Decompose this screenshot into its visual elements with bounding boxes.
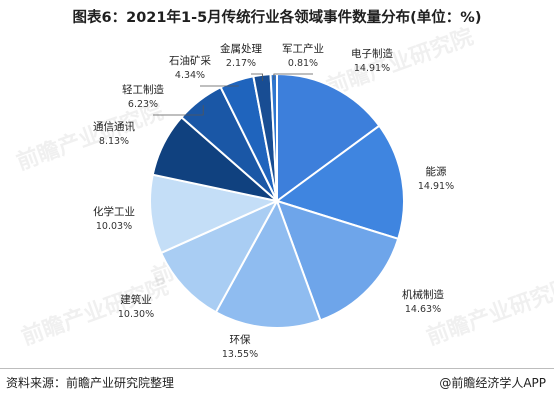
slice-labels: 电子制造 14.91% 能源 14.91% 机械制造 14.63% 环保 13.55% 建筑业 1…	[93, 42, 454, 360]
chart-title: 图表6：2021年1-5月传统行业各领域事件数量分布(单位：%)	[72, 10, 482, 26]
pie-chart: 前瞻产业研究院前瞻产业研究院前瞻产业研究院前瞻产业研究院前瞻产业研究院 电子制造…	[13, 24, 554, 360]
pie-slice-73af4fdd	[214, 198, 322, 329]
footer-divider	[0, 368, 554, 369]
watermark-text-1: 前瞻产业研究院	[323, 24, 477, 101]
slice-value-73af4fdd: 13.55%	[222, 349, 258, 360]
slice-label-80fd6e90: 能源	[426, 165, 447, 178]
slice-value-77f36cb977ff91c7: 4.34%	[175, 70, 205, 81]
slice-label-75355b5052369020: 电子制造	[351, 47, 393, 60]
slice-label-673a68b052369020: 机械制造	[402, 288, 444, 301]
pie-slice-673a68b052369020	[275, 199, 400, 322]
slice-label-77f36cb977ff91c7: 石油矿采	[169, 54, 211, 67]
slice-value-75355b5052369020: 14.91%	[354, 63, 390, 74]
pie-slices	[149, 72, 405, 329]
slice-value-91d15c5e59047406: 2.17%	[226, 58, 256, 69]
leader-line-519b5de54ea74e1a	[273, 73, 313, 80]
slice-label-53165b665de54e1a: 化学工业	[93, 205, 135, 218]
pie-slice-5efa7b514e1a	[159, 198, 280, 314]
slice-label-901a4fe1901a8baf: 通信通讯	[93, 120, 135, 133]
source-note: 资料来源：前瞻产业研究院整理	[6, 376, 175, 390]
leader-line-8f7b5de552369020	[153, 105, 204, 116]
slice-value-673a68b052369020: 14.63%	[405, 304, 441, 315]
slice-label-8f7b5de552369020: 轻工制造	[122, 83, 164, 96]
slice-value-901a4fe1901a8baf: 8.13%	[99, 136, 129, 147]
pie-slice-53165b665de54e1a	[149, 173, 281, 255]
leader-line-91d15c5e59047406	[251, 73, 264, 81]
leader-lines	[153, 73, 313, 116]
slice-value-5efa7b514e1a: 10.30%	[118, 309, 154, 320]
slice-label-73af4fdd: 环保	[230, 333, 251, 346]
brand-credit: @前瞻经济学人APP	[439, 376, 546, 390]
watermark-text-0: 前瞻产业研究院	[13, 99, 167, 176]
slice-label-519b5de54ea74e1a: 军工产业	[282, 42, 324, 55]
watermark-text-4: 前瞻产业研究院	[423, 274, 554, 351]
slice-value-53165b665de54e1a: 10.03%	[96, 221, 132, 232]
slice-value-80fd6e90: 14.91%	[418, 181, 454, 192]
slice-label-91d15c5e59047406: 金属处理	[220, 42, 262, 55]
slice-value-519b5de54ea74e1a: 0.81%	[288, 58, 318, 69]
slice-label-5efa7b514e1a: 建筑业	[120, 293, 152, 306]
slice-value-8f7b5de552369020: 6.23%	[128, 99, 158, 110]
